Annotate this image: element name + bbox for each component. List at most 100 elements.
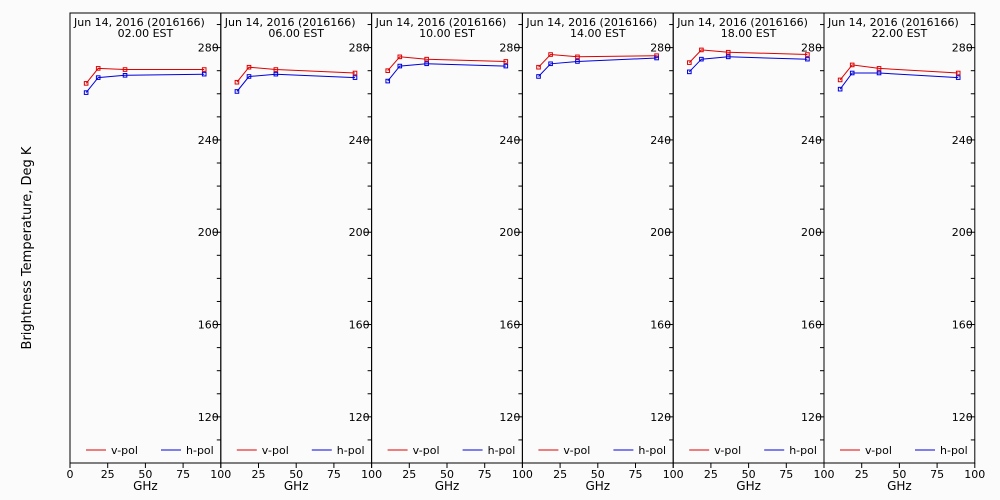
- y-tick-label: 240: [650, 134, 671, 147]
- data-point-v-pol: [385, 68, 391, 73]
- legend-label-h-pol: h-pol: [488, 444, 516, 457]
- legend-label-h-pol: h-pol: [337, 444, 365, 457]
- panel-subtitle: 18.00 EST: [721, 27, 777, 40]
- data-point-h-pol: [424, 61, 429, 67]
- legend-label-h-pol: h-pol: [940, 444, 968, 457]
- legend-label-h-pol: h-pol: [638, 444, 666, 457]
- data-point-v-pol: [397, 54, 403, 60]
- y-tick-label: 200: [650, 226, 671, 239]
- y-tick-label: 240: [801, 134, 822, 147]
- y-tick-label: 240: [499, 134, 520, 147]
- series-line-v-pol: [839, 64, 959, 81]
- y-tick-label: 200: [952, 226, 973, 239]
- series-line-v-pol: [538, 53, 657, 68]
- panel-title: Jun 14, 2016 (2016166): [73, 16, 205, 29]
- panel-subtitle: 14.00 EST: [570, 27, 626, 40]
- x-tick-label: 50: [591, 468, 605, 481]
- x-tick-label: 75: [629, 468, 643, 481]
- x-tick-label: 75: [327, 468, 341, 481]
- x-tick-label: 75: [478, 468, 492, 481]
- x-tick-label: 100: [814, 468, 835, 481]
- chart-panel-6: Jun 14, 2016 (2016166)22.00 EST 120 160 200…: [823, 12, 985, 493]
- panel-title: Jun 14, 2016 (2016166): [676, 16, 808, 29]
- data-point-v-pol: [548, 52, 553, 57]
- data-point-h-pol: [805, 56, 810, 62]
- data-point-v-pol: [246, 64, 252, 70]
- data-point-h-pol: [687, 69, 692, 75]
- x-tick-label: 100: [512, 468, 533, 481]
- data-point-v-pol: [201, 67, 207, 72]
- x-tick-label: 75: [930, 468, 944, 481]
- y-tick-label: 120: [650, 411, 671, 424]
- y-tick-label: 240: [952, 134, 973, 147]
- legend-label-v-pol: v-pol: [413, 444, 440, 457]
- data-point-h-pol: [654, 55, 659, 61]
- x-axis-label: GHz: [585, 479, 610, 493]
- data-point-h-pol: [575, 59, 580, 64]
- x-tick-label: 25: [553, 468, 567, 481]
- x-axis-label: GHz: [887, 479, 912, 493]
- x-tick-label: 0: [67, 468, 74, 481]
- x-tick-label: 50: [289, 468, 303, 481]
- y-tick-label: 280: [349, 42, 370, 55]
- x-tick-label: 100: [964, 468, 985, 481]
- data-point-h-pol: [273, 71, 279, 77]
- y-tick-label: 160: [952, 319, 973, 332]
- chart-panel-2: Jun 14, 2016 (2016166)06.00 EST 120 160 200…: [220, 12, 382, 493]
- panel-subtitle: 10.00 EST: [419, 27, 475, 40]
- x-tick-label: 100: [361, 468, 382, 481]
- y-tick-label: 200: [499, 226, 520, 239]
- data-point-h-pol: [352, 75, 358, 80]
- x-axis-label: GHz: [736, 479, 761, 493]
- data-point-v-pol: [805, 52, 810, 57]
- x-tick-label: 25: [402, 468, 416, 481]
- data-point-v-pol: [424, 56, 429, 62]
- panel-subtitle: 02.00 EST: [118, 27, 174, 40]
- x-tick-label: 25: [855, 468, 869, 481]
- y-tick-label: 280: [499, 42, 520, 55]
- y-tick-label: 200: [198, 226, 219, 239]
- y-tick-label: 160: [801, 319, 822, 332]
- y-axis-label: Brightness Temperature, Deg K: [20, 146, 35, 349]
- x-axis-label: GHz: [284, 479, 309, 493]
- y-tick-label: 120: [499, 411, 520, 424]
- data-point-v-pol: [536, 64, 541, 70]
- x-axis-label: GHz: [133, 479, 158, 493]
- y-tick-label: 160: [198, 319, 219, 332]
- data-point-v-pol: [122, 67, 128, 72]
- legend-label-v-pol: v-pol: [865, 444, 892, 457]
- chart-panel-4: Jun 14, 2016 (2016166)14.00 EST 120 160 200…: [521, 12, 684, 493]
- x-tick-label: 75: [779, 468, 793, 481]
- series-line-h-pol: [688, 56, 808, 73]
- chart-panel-5: Jun 14, 2016 (2016166)18.00 EST 120 160 200…: [672, 12, 835, 493]
- data-point-v-pol: [955, 70, 961, 76]
- data-point-h-pol: [122, 73, 128, 78]
- chart-panel-3: Jun 14, 2016 (2016166)10.00 EST 120 160 200…: [371, 12, 533, 493]
- data-point-v-pol: [503, 59, 509, 64]
- series-line-h-pol: [85, 73, 205, 93]
- data-point-v-pol: [687, 60, 692, 65]
- x-tick-label: 100: [210, 468, 231, 481]
- data-point-v-pol: [234, 79, 240, 85]
- y-tick-label: 120: [349, 411, 370, 424]
- x-tick-label: 25: [101, 468, 115, 481]
- series-line-v-pol: [387, 56, 506, 72]
- data-point-h-pol: [83, 90, 89, 95]
- data-point-h-pol: [503, 63, 509, 69]
- y-tick-label: 120: [801, 411, 822, 424]
- panel-subtitle: 06.00 EST: [268, 27, 324, 40]
- panel-title: Jun 14, 2016 (2016166): [525, 16, 657, 29]
- data-point-v-pol: [699, 47, 704, 53]
- data-point-h-pol: [955, 75, 961, 80]
- y-tick-label: 240: [198, 134, 219, 147]
- data-point-h-pol: [548, 61, 553, 67]
- legend-label-h-pol: h-pol: [789, 444, 817, 457]
- y-tick-label: 280: [952, 42, 973, 55]
- data-point-h-pol: [725, 54, 731, 60]
- data-point-h-pol: [699, 56, 704, 62]
- series-line-v-pol: [236, 66, 356, 83]
- panel-title: Jun 14, 2016 (2016166): [224, 16, 356, 29]
- data-point-h-pol: [536, 74, 541, 79]
